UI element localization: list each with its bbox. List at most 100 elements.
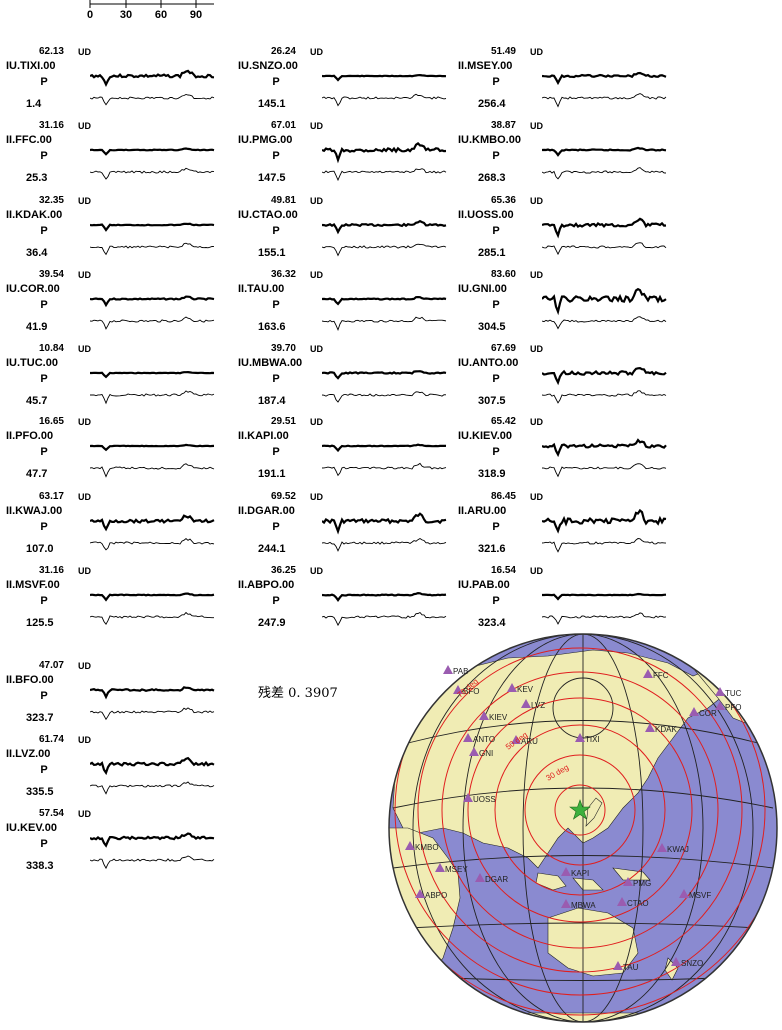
- synthetic-waveform: [90, 538, 215, 551]
- station-azimuth: 338.3: [26, 860, 54, 872]
- phase-label: P: [40, 764, 48, 776]
- observed-waveform: [90, 686, 215, 700]
- waveform-trace: [90, 443, 215, 478]
- phase-label: P: [40, 595, 48, 607]
- station-azimuth: 25.3: [26, 172, 48, 184]
- unit-label: UD: [78, 809, 91, 819]
- station-amplitude: 47.07: [38, 660, 64, 671]
- unit-label: UD: [310, 121, 323, 131]
- observed-waveform: [542, 146, 667, 157]
- time-tick: 0: [86, 9, 94, 21]
- unit-label: UD: [78, 735, 91, 745]
- phase-label: P: [40, 521, 48, 533]
- map-station-label: MBWA: [571, 901, 596, 910]
- map-station-label: KAPI: [571, 869, 589, 878]
- unit-label: UD: [530, 47, 543, 57]
- observed-waveform: [90, 514, 215, 532]
- station-amplitude: 86.45: [490, 491, 516, 502]
- synthetic-waveform: [90, 242, 215, 256]
- waveform-trace: [90, 370, 215, 405]
- unit-label: UD: [530, 196, 543, 206]
- station-panel: 31.16 UD II.MSVF.00 P 125.5: [0, 565, 230, 639]
- map-station-label: PFO: [725, 703, 741, 712]
- station-marker-icon: [479, 711, 489, 720]
- station-panel: 86.45 UD II.ARU.00 P 321.6: [452, 491, 682, 565]
- observed-waveform: [542, 366, 667, 386]
- station-marker-icon: [561, 867, 571, 876]
- map-station-label: LVZ: [531, 701, 545, 710]
- synthetic-waveform: [322, 462, 447, 477]
- map-station-label: ABPO: [425, 891, 447, 900]
- station-name: IU.TIXI.00: [6, 60, 56, 72]
- phase-label: P: [40, 299, 48, 311]
- station-name: II.FFC.00: [6, 134, 52, 146]
- map-station-label: TUC: [725, 689, 742, 698]
- phase-label: P: [40, 838, 48, 850]
- synthetic-waveform: [542, 612, 667, 625]
- unit-label: UD: [310, 196, 323, 206]
- waveform-trace: [322, 141, 447, 182]
- phase-label: P: [492, 299, 500, 311]
- phase-label: P: [272, 595, 280, 607]
- observed-waveform: [322, 219, 447, 235]
- synthetic-waveform: [322, 316, 447, 332]
- synthetic-waveform: [322, 93, 447, 107]
- globe-outline: [388, 633, 778, 1023]
- observed-waveform: [90, 756, 215, 776]
- station-name: II.ABPO.00: [238, 579, 295, 591]
- waveform-trace: [90, 295, 215, 330]
- phase-label: P: [492, 373, 500, 385]
- station-azimuth: 41.9: [26, 321, 48, 333]
- synthetic-waveform: [90, 707, 215, 721]
- synthetic-waveform: [322, 391, 447, 403]
- station-name: IU.COR.00: [6, 283, 60, 295]
- station-marker-icon: [415, 889, 425, 898]
- waveform-trace: [90, 514, 215, 551]
- waveform-trace: [542, 438, 667, 478]
- station-marker-icon: [671, 957, 681, 966]
- station-panel: 32.35 UD II.KDAK.00 P 36.4: [0, 195, 230, 269]
- waveform-trace: [90, 69, 215, 106]
- station-marker-icon: [463, 793, 473, 802]
- phase-label: P: [492, 76, 500, 88]
- phase-label: P: [492, 225, 500, 237]
- synthetic-waveform: [322, 611, 447, 627]
- station-name: II.DGAR.00: [238, 505, 295, 517]
- waveform-trace: [322, 512, 447, 552]
- waveform-trace: [322, 591, 447, 627]
- synthetic-waveform: [90, 167, 215, 180]
- synthetic-waveform: [90, 390, 215, 405]
- synthetic-waveform: [542, 167, 667, 180]
- unit-label: UD: [530, 417, 543, 427]
- station-panel: 36.32 UD II.TAU.00 P 163.6: [232, 269, 462, 343]
- observed-waveform: [322, 141, 447, 164]
- station-amplitude: 83.60: [490, 269, 516, 280]
- station-amplitude: 51.49: [490, 46, 516, 57]
- station-name: II.TAU.00: [238, 283, 285, 295]
- map-station-label: COR: [699, 709, 717, 718]
- unit-label: UD: [310, 47, 323, 57]
- map-station-label: KDAK: [655, 725, 677, 734]
- station-panel: 67.69 UD IU.ANTO.00 P 307.5: [452, 343, 682, 417]
- station-name: II.KAPI.00: [238, 430, 289, 442]
- station-panel: 39.54 UD IU.COR.00 P 41.9: [0, 269, 230, 343]
- unit-label: UD: [310, 492, 323, 502]
- station-azimuth: 285.1: [478, 247, 506, 259]
- waveform-trace: [90, 756, 215, 795]
- station-azimuth: 47.7: [26, 468, 48, 480]
- phase-label: P: [40, 225, 48, 237]
- unit-label: UD: [78, 270, 91, 280]
- station-name: IU.MBWA.00: [238, 357, 303, 369]
- synthetic-waveform: [90, 316, 215, 330]
- synthetic-waveform: [90, 463, 215, 478]
- map-station-label: MSEY: [445, 865, 468, 874]
- station-name: II.UOSS.00: [458, 209, 514, 221]
- phase-label: P: [40, 446, 48, 458]
- station-marker-icon: [435, 863, 445, 872]
- time-tick: 60: [154, 9, 168, 21]
- station-panel: 67.01 UD IU.PMG.00 P 147.5: [232, 120, 462, 194]
- observed-waveform: [90, 443, 215, 452]
- station-amplitude: 16.65: [38, 416, 64, 427]
- station-amplitude: 10.84: [38, 343, 64, 354]
- station-amplitude: 36.32: [270, 269, 296, 280]
